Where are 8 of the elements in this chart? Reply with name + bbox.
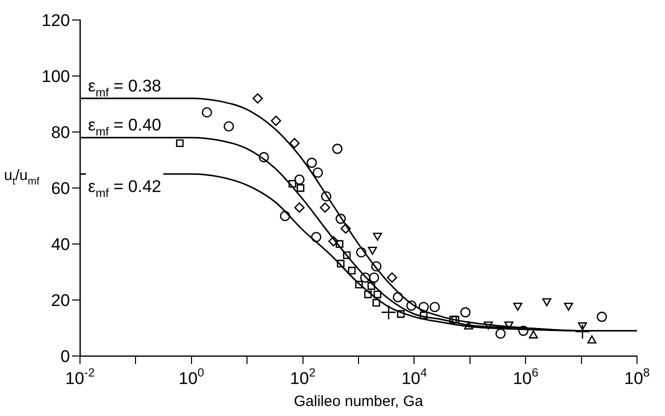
y-tick-label: 60	[51, 179, 70, 198]
x-axis-title: Galileo number, Ga	[294, 393, 424, 410]
y-tick-label: 20	[51, 291, 70, 310]
y-tick-label: 100	[42, 67, 70, 86]
y-tick-label: 120	[42, 11, 70, 30]
y-tick-label: 80	[51, 123, 70, 142]
y-tick-label: 40	[51, 235, 70, 254]
y-tick-label: 0	[60, 347, 70, 366]
